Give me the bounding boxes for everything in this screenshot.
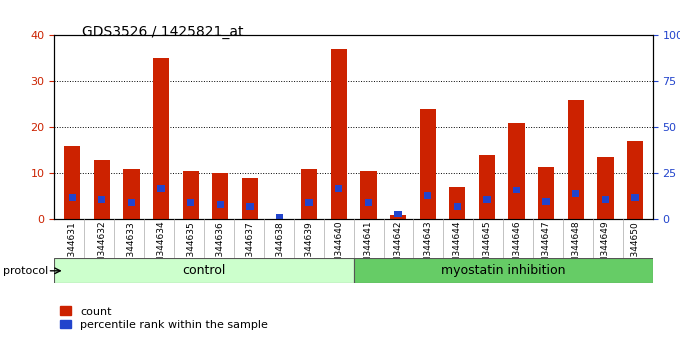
Bar [217, 201, 224, 208]
Bar [242, 178, 258, 219]
Bar [212, 173, 228, 219]
Bar [454, 203, 461, 210]
Bar [157, 185, 165, 192]
Bar [128, 199, 135, 206]
FancyBboxPatch shape [354, 258, 653, 283]
Bar [602, 196, 609, 203]
Bar [538, 166, 554, 219]
Bar [182, 171, 199, 219]
FancyBboxPatch shape [54, 258, 354, 283]
Bar [330, 49, 347, 219]
Bar [568, 100, 584, 219]
Text: control: control [182, 264, 226, 277]
Bar [335, 185, 343, 192]
Bar [513, 187, 520, 194]
Bar [543, 198, 550, 205]
Text: GDS3526 / 1425821_at: GDS3526 / 1425821_at [82, 25, 243, 39]
Bar [123, 169, 139, 219]
Bar [394, 211, 402, 217]
Bar [276, 214, 283, 221]
Bar [424, 192, 431, 199]
Bar [187, 199, 194, 206]
Bar [271, 218, 288, 219]
Bar [509, 123, 525, 219]
Bar [360, 171, 377, 219]
Text: myostatin inhibition: myostatin inhibition [441, 264, 566, 277]
Bar [305, 199, 313, 206]
Bar [246, 203, 254, 210]
Bar [572, 190, 579, 197]
Bar [64, 146, 80, 219]
Text: protocol: protocol [3, 266, 49, 276]
Bar [98, 196, 105, 203]
Bar [301, 169, 318, 219]
Bar [627, 141, 643, 219]
Legend: count, percentile rank within the sample: count, percentile rank within the sample [60, 307, 268, 330]
Bar [94, 160, 110, 219]
Bar [631, 194, 639, 201]
Bar [390, 215, 406, 219]
Bar [483, 196, 490, 203]
Bar [364, 199, 372, 206]
Bar [153, 58, 169, 219]
Bar [449, 187, 465, 219]
Bar [597, 157, 613, 219]
Bar [479, 155, 495, 219]
Bar [420, 109, 436, 219]
Bar [69, 194, 76, 201]
